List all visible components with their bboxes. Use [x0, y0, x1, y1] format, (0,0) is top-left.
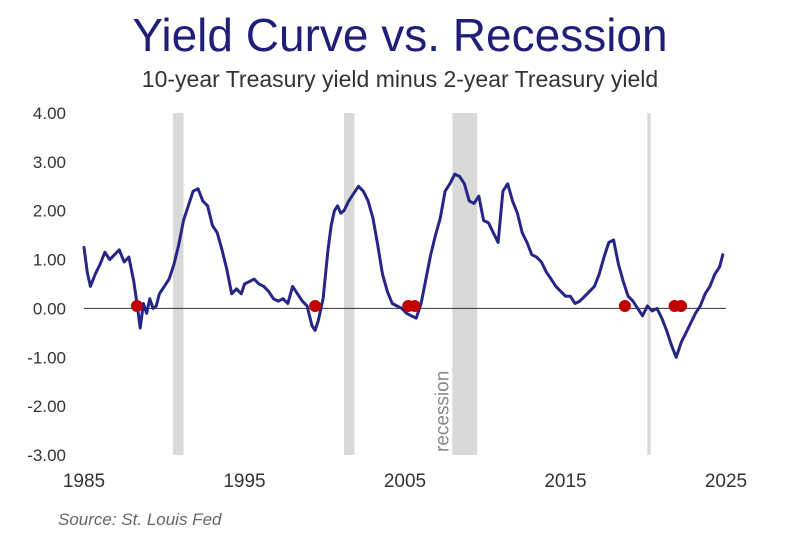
x-tick-label: 1985	[63, 471, 105, 492]
inversion-marker	[408, 299, 421, 312]
inversion-marker	[130, 299, 143, 312]
recession-bands	[173, 113, 651, 455]
y-tick-label: -2.00	[27, 397, 66, 416]
recession-band-2	[344, 113, 355, 455]
y-axis-ticks: 4.00 3.00 2.00 1.00 0.00 -1.00 -2.00 -3.00	[27, 104, 66, 465]
inversion-marker	[309, 299, 322, 312]
source-note: Source: St. Louis Fed	[58, 510, 222, 529]
y-tick-label: -1.00	[27, 348, 66, 367]
recession-band-1	[173, 113, 184, 455]
y-tick-label: 3.00	[33, 153, 66, 172]
chart-subtitle: 10-year Treasury yield minus 2-year Trea…	[141, 66, 659, 92]
inversion-markers	[130, 299, 688, 312]
x-tick-label: 2025	[705, 471, 747, 492]
x-tick-label: 2005	[384, 471, 426, 492]
y-tick-label: 2.00	[33, 202, 66, 221]
chart-title: Yield Curve vs. Recession	[132, 9, 668, 61]
y-tick-label: 0.00	[33, 299, 66, 318]
recession-label: recession	[432, 371, 453, 452]
x-tick-label: 2015	[544, 471, 586, 492]
recession-band-3	[452, 113, 478, 455]
y-tick-label: 1.00	[33, 251, 66, 270]
inversion-marker	[675, 299, 688, 312]
recession-band-4	[647, 113, 651, 455]
inversion-marker	[618, 299, 631, 312]
spread-line	[82, 172, 725, 359]
x-axis-ticks: 1985 1995 2005 2015 2025	[63, 471, 747, 492]
y-tick-label: 4.00	[33, 104, 66, 123]
x-tick-label: 1995	[223, 471, 265, 492]
y-tick-label: -3.00	[27, 446, 66, 465]
